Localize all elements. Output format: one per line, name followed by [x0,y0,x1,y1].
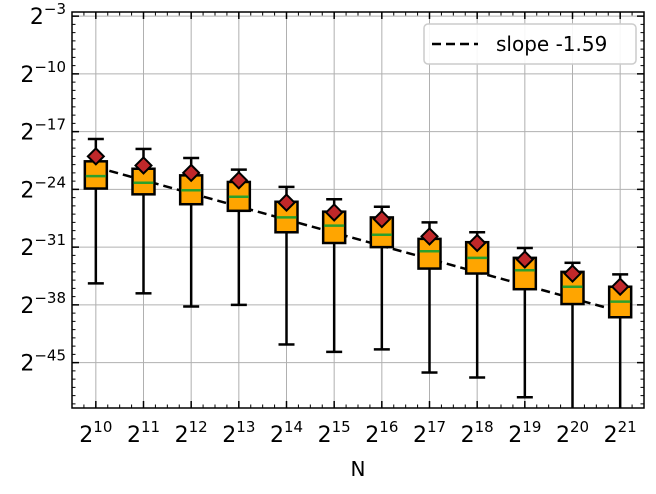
legend: slope -1.59 [423,23,637,65]
y-tick-label: 2−38 [20,289,66,319]
x-tick-label: 211 [127,418,160,448]
mean-marker [86,146,106,166]
mean-marker [324,203,344,222]
x-tick-label: 213 [222,418,255,448]
mean-marker [467,233,487,253]
x-tick-label: 216 [365,418,398,448]
x-tick-label: 218 [461,418,494,448]
y-tick-label: 2−45 [20,347,66,377]
x-tick-label: 212 [175,418,208,448]
box-group [131,147,156,295]
x-tick-label: 217 [413,418,446,448]
mean-marker [563,264,582,283]
x-tick-label: 215 [318,418,351,448]
mean-marker [515,250,535,269]
box-group [83,137,109,285]
plot-frame [71,11,645,409]
x-tick-label: 220 [556,418,589,448]
box-group [226,168,252,307]
box-group [178,156,204,308]
x-tick-label: 214 [270,418,303,448]
boxes-layer [83,137,633,408]
x-tick-label: 210 [79,418,112,448]
y-tick-label: 2−10 [20,58,66,88]
fit-line [95,165,621,313]
x-axis-label: N [351,457,366,481]
mean-marker [610,277,630,297]
fit-line-layer [95,165,621,313]
box-group [512,246,538,399]
box-group [464,231,490,379]
y-tick-label: 2−17 [20,116,66,146]
grid-lines [72,12,644,408]
box-group [274,185,299,346]
mean-marker [277,193,296,212]
y-tick-label: 2−3 [30,0,66,30]
y-tick-label: 2−31 [20,231,66,261]
box-group [417,221,442,374]
box-group [369,205,395,351]
x-tick-label: 221 [604,418,637,448]
x-tick-label: 219 [508,418,541,448]
box-group [560,261,585,408]
mean-marker [134,156,153,175]
mean-marker [229,170,249,190]
mean-marker [420,226,439,246]
y-tick-label: 2−24 [20,173,66,203]
axes-layer: 210 211 212 213 214 215 216 217 218 219 220 221 2−3 2… [20,0,645,448]
box-group [321,198,347,354]
legend-box [423,23,637,65]
mean-marker [181,163,201,183]
legend-label: slope -1.59 [496,32,607,56]
box-group [607,273,633,408]
mean-marker [372,209,392,229]
